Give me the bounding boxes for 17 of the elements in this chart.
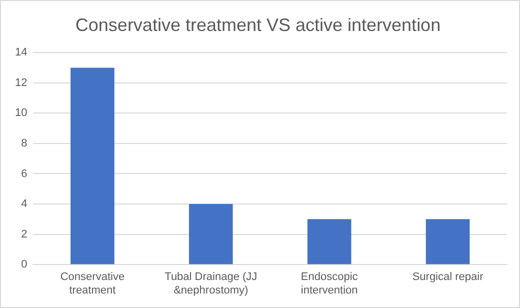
x-tick-label: Tubal Drainage (JJ &nephrostomy) bbox=[164, 271, 258, 296]
y-tick-label: 0 bbox=[21, 258, 28, 271]
bar bbox=[70, 68, 114, 264]
y-tick-label: 2 bbox=[21, 228, 28, 240]
y-tick-label: 14 bbox=[14, 46, 28, 59]
chart-title: Conservative treatment VS active intervention bbox=[75, 14, 441, 35]
x-tick-label: Surgical repair bbox=[412, 271, 484, 284]
y-tick-label: 12 bbox=[14, 76, 28, 89]
x-tick-label: Conservative treatment bbox=[60, 271, 125, 296]
bar bbox=[426, 219, 470, 264]
y-tick-label: 8 bbox=[21, 137, 28, 150]
y-tick-label: 6 bbox=[21, 168, 28, 180]
bar bbox=[307, 219, 352, 264]
x-tick-label: Endoscopic intervention bbox=[300, 271, 358, 296]
bar bbox=[188, 204, 233, 264]
y-tick-label: 10 bbox=[14, 107, 28, 120]
y-tick-label: 4 bbox=[21, 198, 28, 210]
